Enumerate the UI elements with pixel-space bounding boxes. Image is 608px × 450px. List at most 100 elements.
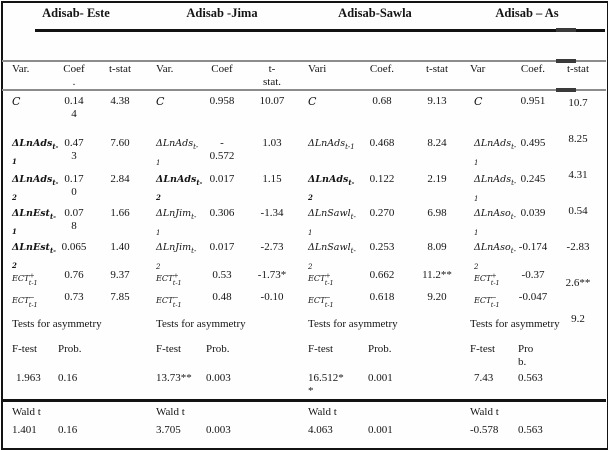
tstat-value: 1.40 (110, 241, 130, 253)
wald-t-value: 1.401 (12, 424, 37, 436)
asymmetry-label-row: Tests for asymmetry Tests for asymmetry … (4, 318, 600, 330)
prob-value: 0.563 (518, 372, 543, 384)
variable-name: ΔLnSawlt-2 (300, 238, 356, 271)
asymmetry-label: Tests for asymmetry (308, 318, 398, 330)
variable-symbol: ΔLnAdst-2 (156, 174, 203, 202)
tstat-value: -0.10 (260, 291, 284, 303)
tstat-value: 4.31 (568, 169, 588, 181)
variable-name: ECT−t-1 (148, 288, 200, 310)
variable-symbol: ECT+t-1 (12, 271, 38, 287)
variable-symbol: ECT+t-1 (156, 271, 182, 287)
tstat-value: 0.54 (568, 205, 588, 217)
tstat-value: 10.07 (259, 95, 285, 107)
wald-label: Wald t (156, 406, 185, 418)
variable-symbol: ΔLnAdst-1 (308, 138, 355, 151)
coef-value: 0.253 (369, 241, 395, 253)
prob-header: Prob. (206, 343, 230, 355)
wald-t-value: 3.705 (156, 424, 181, 436)
coef-value: 0.039 (520, 207, 546, 219)
tstat-value: -2.73 (260, 241, 284, 253)
variable-symbol: ΔLnAsot-1 (474, 208, 516, 237)
variable-symbol: ΔLnEstt-2 (12, 242, 57, 270)
tstat-value: 9.20 (427, 291, 447, 303)
coef-value: 0.958 (209, 95, 235, 107)
variable-name: ΔLnAdst-2 (4, 170, 59, 204)
variable-name: ΔLnAdst-2 (148, 170, 203, 204)
asymmetry-value-row: 1.963 0.16 13.73** 0.003 16.512* * 0.001… (4, 372, 600, 398)
variable-symbol: ΔLnAdst-1 (12, 138, 59, 166)
line-artifact (556, 28, 576, 32)
group-title-row: Adisab- Este Adisab -Jima Adisab-Sawla A… (4, 6, 600, 21)
coef-value: -0.174 (518, 241, 548, 253)
variable-symbol: ΔLnAdst-2 (12, 174, 59, 202)
col-header-var: Var. (156, 63, 174, 75)
f-test-header: F-test (12, 343, 38, 355)
variable-name: C (4, 92, 56, 134)
coef-value: 0.68 (372, 95, 392, 107)
coef-value: 0.495 (520, 137, 546, 149)
coef-value: 0.618 (369, 291, 395, 303)
variable-symbol: ECT−t-1 (12, 293, 38, 309)
coef-value: 0.065 (61, 241, 87, 253)
wald-label: Wald t (308, 406, 337, 418)
col-header-coef: Coef. (369, 63, 395, 75)
variable-name: ECT+t-1 (466, 266, 510, 288)
col-header-tstat: t-stat (567, 63, 589, 75)
variable-symbol: ECT−t-1 (474, 293, 500, 309)
variable-name: C (300, 92, 356, 134)
tstat-value: 8.09 (427, 241, 447, 253)
tstat-value: 11.2** (422, 269, 452, 281)
variable-name: C (466, 92, 510, 134)
col-header-var: Vari (308, 63, 327, 75)
prob-header: Prob. (58, 343, 82, 355)
variable-name: C (148, 92, 200, 134)
tstat-value: 1.15 (262, 173, 282, 185)
coef-value: 0.662 (369, 269, 395, 281)
variable-name: ΔLnEstt-1 (4, 204, 56, 238)
col-header-var: Var. (12, 63, 30, 75)
g4-tstat-column: 10.7 8.25 4.31 0.54 -2.83 2.6** 9.2 (556, 92, 600, 332)
coef-value: -0.37 (521, 269, 545, 281)
f-test-value: 1.963 (16, 372, 41, 384)
tstat-value: 9.2 (571, 313, 585, 325)
tstat-value: -1.34 (260, 207, 284, 219)
line-artifact (556, 88, 576, 92)
wald-label: Wald t (12, 406, 41, 418)
group-title-jima: Adisab -Jima (186, 6, 258, 20)
variable-name: ECT−t-1 (4, 288, 56, 310)
title-underline (35, 29, 605, 32)
variable-symbol: ECT+t-1 (474, 271, 500, 287)
wald-prob-value: 0.563 (518, 424, 543, 436)
col-header-tstat: t-stat (426, 63, 448, 75)
prob-value: 0.003 (206, 372, 231, 384)
col-header-coef: Coef (211, 63, 233, 75)
tstat-value: 2.6** (565, 277, 591, 289)
variable-symbol: ECT−t-1 (156, 293, 182, 309)
variable-symbol: ΔLnEstt-1 (12, 208, 57, 236)
col-header-coef: Coef . (63, 63, 85, 88)
coef-value: 0.48 (212, 291, 232, 303)
coef-value: 0.951 (520, 95, 546, 107)
variable-name: ΔLnAdst-2 (300, 170, 356, 204)
variable-name: ΔLnAsot-1 (466, 204, 516, 238)
variable-name: ΔLnAsot-2 (466, 238, 516, 271)
tstat-value: 7.85 (110, 291, 130, 303)
tstat-value: 4.38 (110, 95, 130, 107)
prob-header: Prob. (368, 343, 392, 355)
variable-name: ΔLnEstt-2 (4, 238, 57, 270)
variable-symbol: ΔLnAdst-2 (308, 174, 355, 202)
coef-value: 0.017 (209, 173, 235, 185)
coef-value: 0.122 (369, 173, 395, 185)
coef-value: - 0.572 (209, 137, 235, 162)
variable-name: ΔLnJimt-1 (148, 204, 200, 238)
variable-symbol: ΔLnJimt-2 (156, 242, 197, 271)
col-header-coef: Coef. (520, 63, 546, 75)
variable-symbol: C (474, 95, 483, 108)
col-header-var: Var (470, 63, 486, 75)
group-title-as: Adisab – As (495, 6, 559, 20)
asymmetry-label: Tests for asymmetry (156, 318, 246, 330)
tstat-value: 6.98 (427, 207, 447, 219)
f-test-value: 7.43 (474, 372, 494, 384)
coef-value: 0.73 (64, 291, 84, 303)
f-test-value: 13.73** (156, 372, 192, 384)
